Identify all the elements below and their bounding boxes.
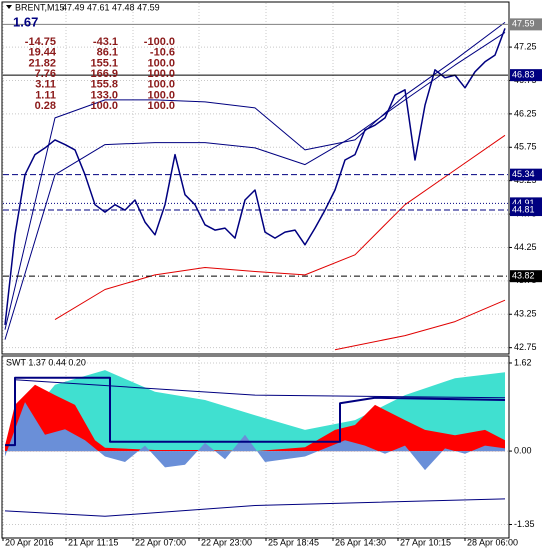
line — [4, 31, 506, 340]
table-cell: 100.0 — [90, 100, 118, 112]
table-cell: 166.9 — [90, 68, 118, 80]
table-cell: -43.1 — [93, 36, 118, 48]
level-box — [510, 204, 542, 217]
table-cell: 3.11 — [35, 79, 56, 91]
table-cell: 7.76 — [35, 68, 56, 80]
y-tick-label: 45.75 — [514, 142, 537, 152]
table-cell: 100.0 — [147, 57, 175, 69]
level-box — [510, 270, 542, 283]
table-cell: 1.11 — [35, 89, 56, 101]
level-box — [510, 168, 542, 181]
area — [5, 402, 505, 471]
x-tick-label: 27 Apr 10:15 — [400, 537, 451, 547]
line — [4, 28, 506, 325]
line — [14, 379, 506, 399]
table-cell: 100.0 — [147, 68, 175, 80]
line — [54, 134, 506, 321]
table-cell: 100.0 — [147, 89, 175, 101]
level-label: 45.34 — [512, 169, 535, 179]
x-tick-label: 21 Apr 11:15 — [68, 537, 118, 547]
y-tick-label: 1.62 — [514, 357, 532, 367]
line — [4, 498, 506, 517]
y-tick-label: -1.35 — [514, 519, 535, 529]
x-tick-label: 26 Apr 14:30 — [335, 537, 386, 547]
collapse-icon — [6, 5, 12, 9]
level-box — [510, 69, 542, 82]
sub-title: SWT 1.37 0.44 0.20 — [6, 357, 86, 367]
y-tick-label: 46.25 — [514, 108, 537, 118]
table-cell: 0.28 — [35, 100, 56, 112]
symbol: BRENT,M15 — [15, 2, 65, 12]
table-cell: 155.8 — [90, 79, 118, 91]
line — [334, 299, 506, 351]
table-cell: 19.44 — [28, 47, 56, 59]
x-tick-label: 22 Apr 23:00 — [201, 537, 252, 547]
y-tick-label: 44.25 — [514, 242, 537, 252]
y-tick-label: 42.75 — [514, 342, 537, 352]
level-label: 43.82 — [512, 271, 535, 281]
y-tick-label: 43.25 — [514, 309, 537, 319]
ohlc: 47.49 47.61 47.48 47.59 — [62, 2, 160, 12]
table-cell: -14.75 — [25, 36, 56, 48]
table-cell: 86.1 — [97, 47, 118, 59]
line — [5, 376, 506, 447]
area — [5, 384, 505, 452]
level-label: 46.83 — [512, 70, 535, 80]
layer: 47.2546.7546.2545.7545.2544.7544.2543.75… — [2, 3, 542, 547]
x-tick-label: 25 Apr 18:45 — [268, 537, 319, 547]
table-cell: 100.0 — [147, 79, 175, 91]
x-tick-label: 22 Apr 07:00 — [135, 537, 186, 547]
table-cell: -100.0 — [144, 36, 175, 48]
y-tick-label: 47.25 — [514, 41, 537, 51]
level-label: 44.81 — [512, 204, 535, 214]
table-cell: 133.0 — [90, 89, 118, 101]
y-tick-label: 0.00 — [514, 445, 532, 455]
level-box — [510, 18, 542, 31]
table-cell: 100.0 — [147, 100, 175, 112]
x-tick-label: 28 Apr 06:00 — [467, 537, 518, 547]
table-cell: 155.1 — [90, 57, 118, 69]
table-cell: -10.6 — [150, 47, 175, 59]
level-label: 44.91 — [512, 198, 535, 208]
main-panel — [1, 1, 510, 355]
x-tick-label: 20 Apr 2016 — [5, 537, 54, 547]
indicator-value: 1.67 — [13, 14, 38, 29]
level-label: 47.59 — [512, 19, 535, 29]
line — [4, 21, 506, 330]
table-cell: 21.82 — [28, 57, 56, 69]
